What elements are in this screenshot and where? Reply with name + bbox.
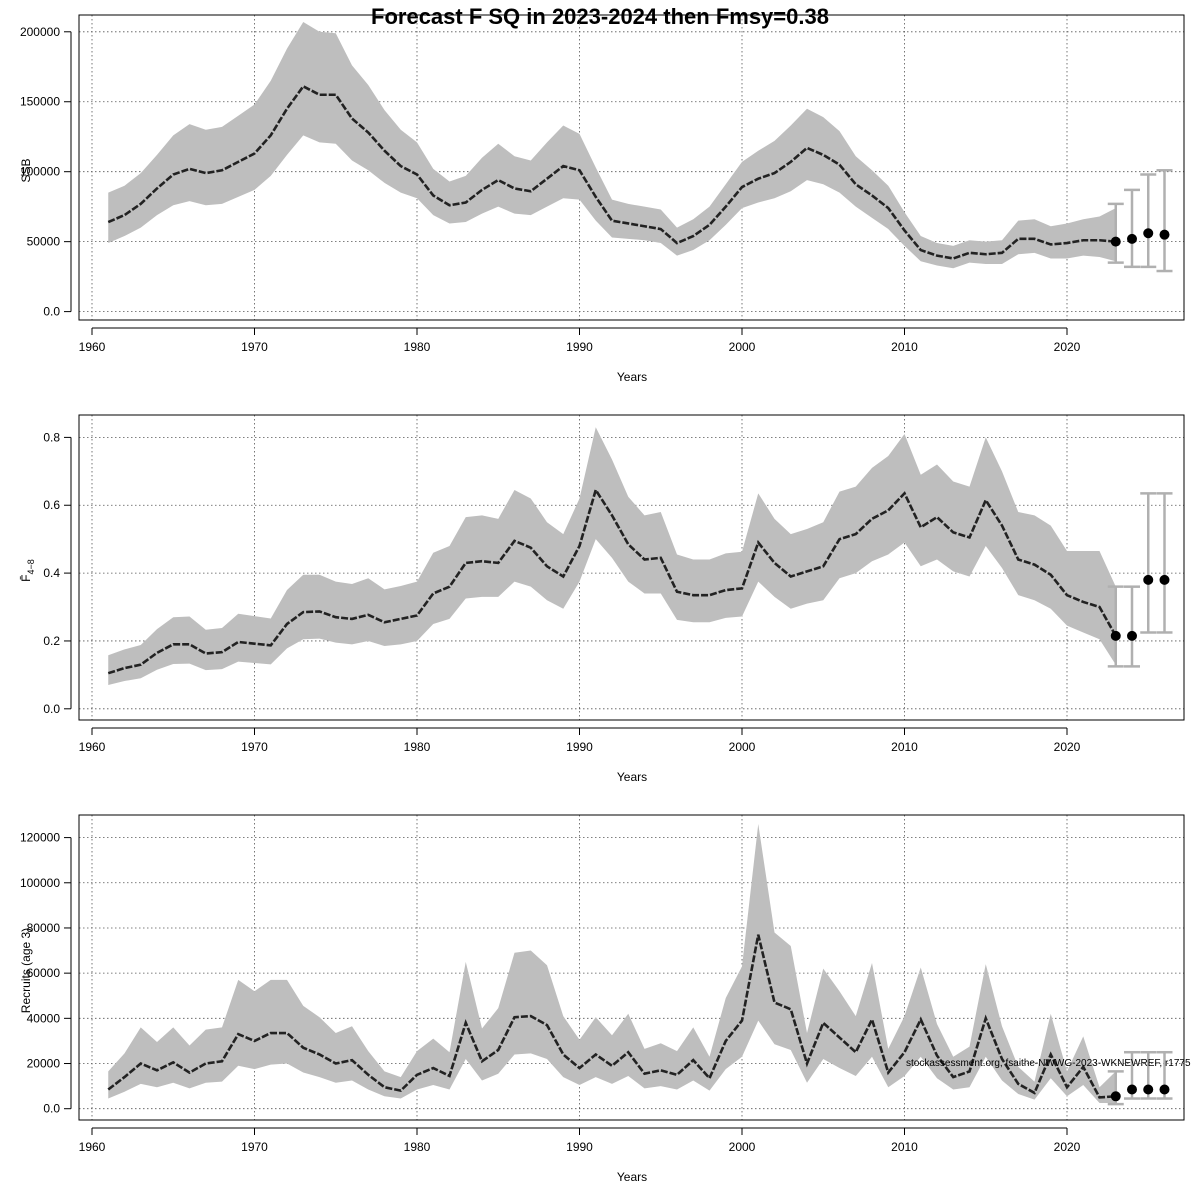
estimate-line: [107, 84, 1116, 260]
x-tick-label: 2020: [1054, 740, 1081, 754]
plot-frame: [78, 414, 1185, 721]
forecast-point: [1143, 1084, 1154, 1095]
y-tick-label: 0.4: [43, 566, 60, 580]
forecast-point: [1127, 233, 1137, 244]
forecast-point: [1159, 574, 1170, 585]
x-tick-label: 2000: [729, 340, 756, 354]
x-tick-label: 2020: [1054, 340, 1081, 354]
x-tick-label: 2010: [891, 740, 918, 754]
x-tick-label: 1970: [241, 340, 268, 354]
chart-title: Forecast F SQ in 2023-2024 then Fmsy=0.3…: [371, 4, 829, 29]
x-tick-label: 1990: [566, 1140, 593, 1154]
x-axis-label: Years: [617, 1170, 647, 1184]
y-tick-label: 40000: [27, 1011, 61, 1025]
y-tick-label: 80000: [27, 921, 61, 935]
x-tick-label: 1990: [566, 340, 593, 354]
x-tick-label: 1960: [79, 340, 106, 354]
x-tick-label: 1970: [241, 740, 268, 754]
y-tick-label: 0.2: [43, 634, 60, 648]
y-tick-label: 20000: [27, 1057, 61, 1071]
x-tick-label: 2010: [891, 1140, 918, 1154]
x-tick-label: 1960: [79, 740, 106, 754]
chart-panel-fbar: 1960 1970 1980 1990 2000 2010 2020 Years 0.0 0.2 0…: [19, 414, 1185, 784]
forecast-point: [1143, 574, 1154, 585]
forecast-point: [1127, 1084, 1137, 1095]
forecast-point: [1143, 228, 1154, 239]
forecast-point: [1159, 229, 1170, 240]
y-tick-label: 100000: [20, 165, 60, 179]
plot-frame: [78, 14, 1185, 321]
y-tick-label: 0.8: [43, 430, 60, 444]
y-axis-label: F̄4−8: [19, 559, 36, 582]
y-tick-label: 0.6: [43, 498, 60, 512]
estimate-line: [107, 934, 1116, 1099]
y-axis-label: SSB: [19, 158, 33, 182]
forecast-point: [1110, 236, 1121, 247]
x-tick-label: 2020: [1054, 1140, 1081, 1154]
y-axis-label: Recruits (age 3): [19, 928, 33, 1013]
chart-panel-ssb: 1960 1970 1980 1990 2000 2010 2020 Years 0.0 5000…: [19, 14, 1185, 384]
forecast-point: [1159, 1084, 1170, 1095]
x-axis-label: Years: [617, 770, 647, 784]
forecast-point: [1110, 1091, 1121, 1102]
watermark-text: stockassessment.org, fsaithe-NWWG-2023-W…: [906, 1058, 1191, 1069]
confidence-band: [108, 427, 1116, 686]
plot-frame: [78, 814, 1185, 1121]
x-tick-label: 2010: [891, 340, 918, 354]
forecast-point: [1110, 630, 1121, 641]
x-tick-label: 1960: [79, 1140, 106, 1154]
y-tick-label: 0.0: [43, 702, 60, 716]
x-axis-label: Years: [617, 370, 647, 384]
forecast-point: [1127, 630, 1137, 641]
y-tick-label: 0.0: [43, 1102, 60, 1116]
y-tick-label: 50000: [27, 235, 61, 249]
x-tick-label: 1980: [404, 340, 431, 354]
x-tick-label: 1970: [241, 1140, 268, 1154]
confidence-band: [108, 22, 1116, 269]
y-tick-label: 120000: [20, 831, 60, 845]
estimate-line: [107, 486, 1117, 675]
x-tick-label: 1990: [566, 740, 593, 754]
y-tick-label: 150000: [20, 95, 60, 109]
x-tick-label: 1980: [404, 740, 431, 754]
y-tick-label: 60000: [27, 966, 61, 980]
x-tick-label: 2000: [729, 1140, 756, 1154]
chart-panel-recruits: 1960 1970 1980 1990 2000 2010 2020 Years 0.0 2000…: [19, 814, 1185, 1184]
y-tick-label: 200000: [20, 25, 60, 39]
x-tick-label: 1980: [404, 1140, 431, 1154]
y-tick-label: 100000: [20, 876, 60, 890]
y-tick-label: 0.0: [43, 305, 60, 319]
y-axis-label-subscript: 4−8: [26, 559, 36, 574]
x-tick-label: 2000: [729, 740, 756, 754]
